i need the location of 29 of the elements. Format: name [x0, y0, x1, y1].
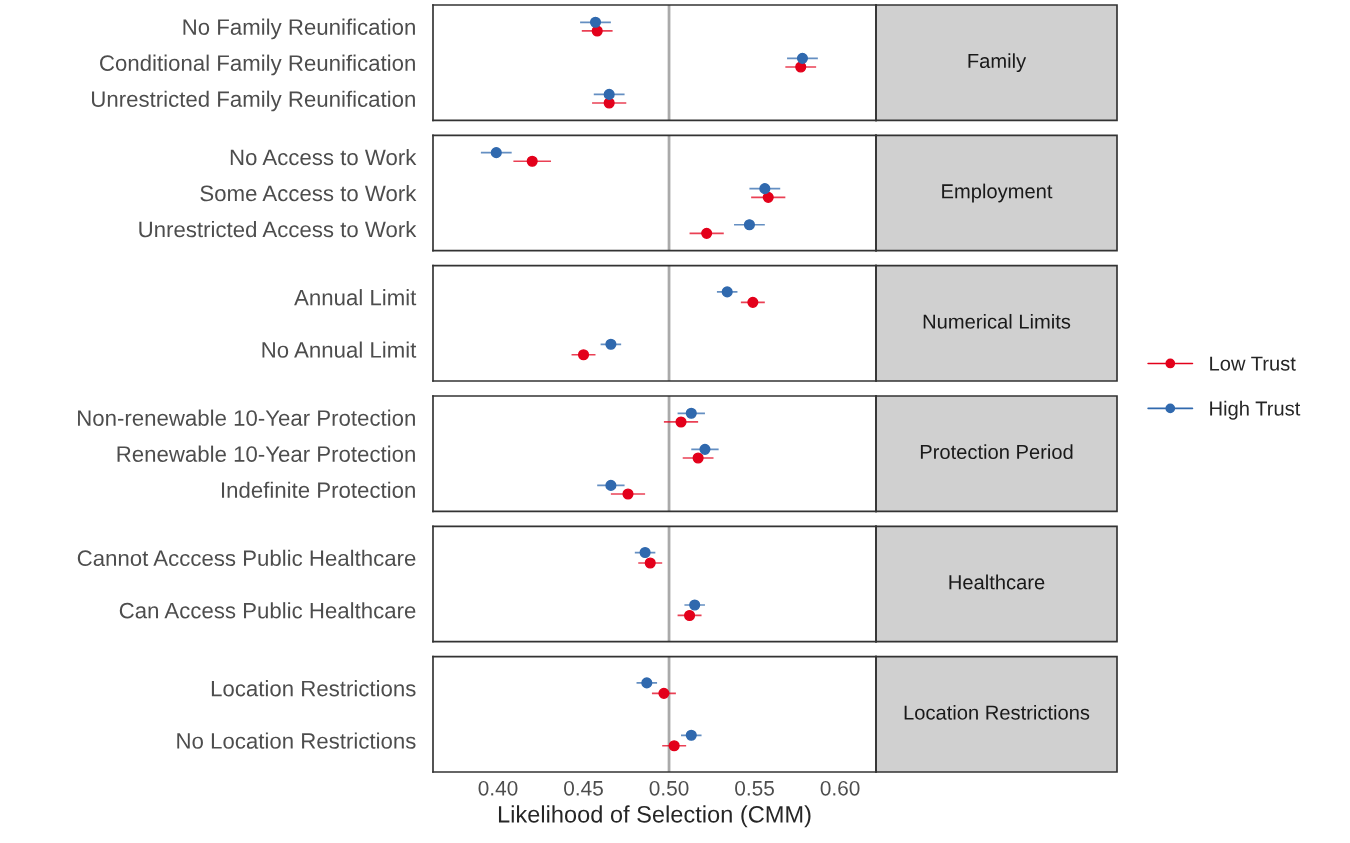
y-tick-label: No Family Reunification — [183, 18, 415, 40]
x-tick-label: 0.60 — [820, 780, 860, 796]
y-tick-label: Annual Limit — [294, 289, 417, 306]
text: Numerical Limits — [923, 313, 1071, 329]
y-tick-label: Location Restrictions — [211, 680, 416, 697]
y-tick-label: No Annual Limit — [262, 341, 417, 358]
text: Employment — [942, 183, 1053, 203]
y-tick-label: Indefinite Protection — [221, 481, 415, 498]
y-tick-label: Can Access Public Healthcare — [119, 602, 416, 619]
y-tick-label: Renewable 10-Year Protection — [117, 445, 415, 462]
y-tick-label: No Access to Work — [230, 148, 417, 166]
x-tick-label: 0.50 — [649, 780, 689, 796]
x-axis-title: Likelihood of Selection (CMM) — [498, 805, 811, 828]
text: Location Restrictions — [904, 704, 1090, 720]
x-tick-label: 0.55 — [735, 780, 774, 796]
text: Family — [968, 53, 1027, 73]
legend-label: High Trust — [1210, 400, 1301, 420]
text: Healthcare — [949, 574, 1045, 590]
y-tick-label: Conditional Family Reunification — [100, 54, 415, 76]
legend-label: Low Trust — [1210, 356, 1296, 371]
y-tick-label: Non-renewable 10-Year Protection — [78, 409, 415, 426]
y-tick-label: Cannot Acccess Public Healthcare — [77, 549, 416, 567]
x-tick-label: 0.40 — [478, 780, 518, 796]
x-tick-label: 0.45 — [564, 780, 603, 796]
y-tick-label: No Location Restrictions — [177, 732, 416, 749]
y-tick-label: Unrestricted Family Reunification — [92, 90, 415, 112]
y-tick-label: Some Access to Work — [200, 184, 417, 202]
y-tick-label: Unrestricted Access to Work — [139, 220, 417, 238]
text: Protection Period — [920, 444, 1073, 460]
